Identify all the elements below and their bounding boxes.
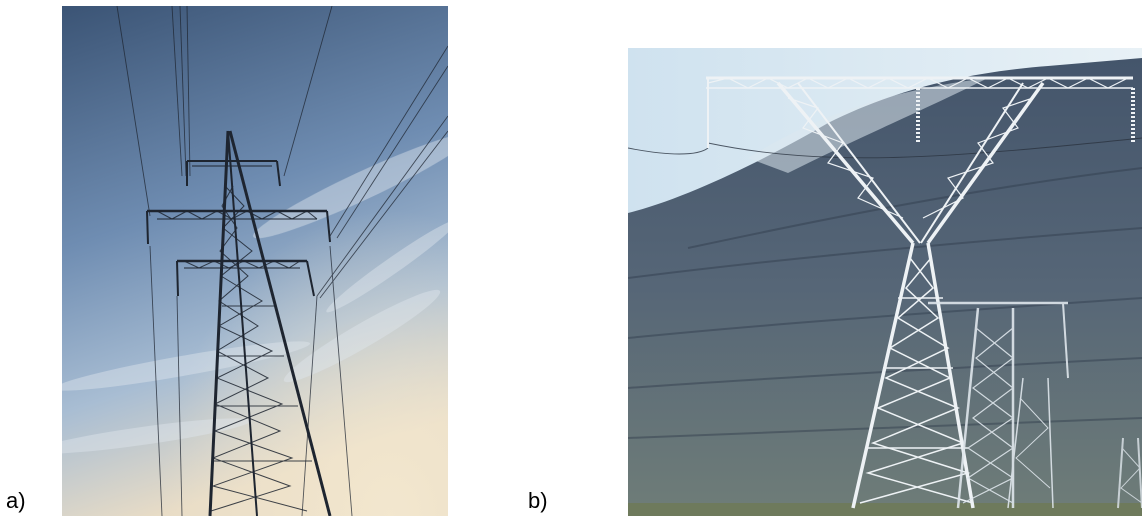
tower-sky-photo bbox=[62, 6, 448, 516]
photo-b-transmission-towers bbox=[628, 48, 1142, 516]
towers-hillside-photo bbox=[628, 48, 1142, 516]
panel-a-label: a) bbox=[6, 488, 26, 513]
photo-a-transmission-tower bbox=[62, 6, 448, 516]
panel-b-label: b) bbox=[528, 488, 548, 513]
